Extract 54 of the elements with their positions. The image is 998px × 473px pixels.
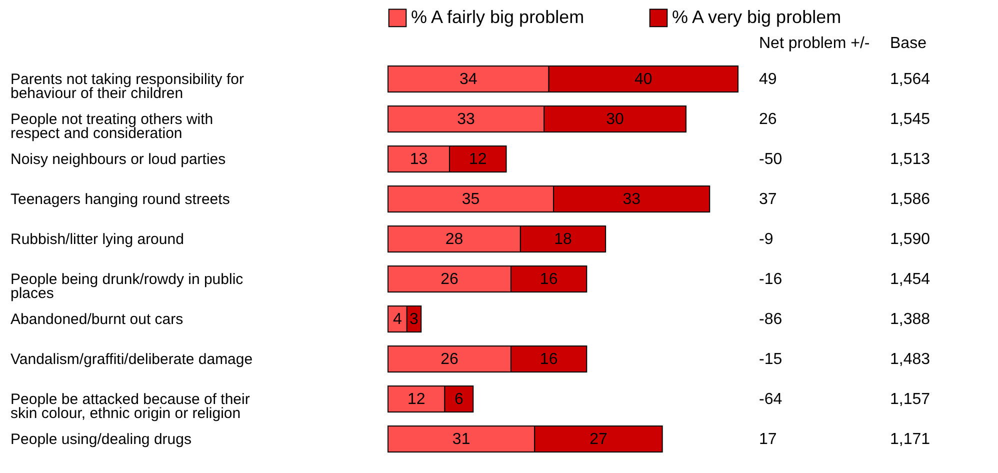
text: -9 xyxy=(759,231,774,248)
text: Base xyxy=(890,35,927,52)
data-label: 35 xyxy=(462,191,480,208)
data-label: 31 xyxy=(452,431,470,448)
y-tick-label: People being drunk/rowdy in public places xyxy=(10,271,244,302)
text: 1,171 xyxy=(890,431,930,448)
data-label: 28 xyxy=(445,231,464,248)
text: 1,454 xyxy=(890,271,930,288)
text: -16 xyxy=(759,271,782,288)
data-label: 3 xyxy=(410,311,419,328)
text: 49 xyxy=(759,71,777,88)
data-label: 33 xyxy=(622,191,641,208)
data-label: 4 xyxy=(393,311,402,328)
text: -50 xyxy=(759,151,782,168)
y-tick-label: Parents not taking responsibility for behaviour of their children xyxy=(10,71,244,102)
data-label: 18 xyxy=(554,231,572,248)
text: 37 xyxy=(759,191,777,208)
data-label: 16 xyxy=(540,351,558,368)
text: Net problem +/- xyxy=(759,35,870,52)
text: 1,513 xyxy=(890,151,930,168)
data-label: 27 xyxy=(590,431,608,448)
text: -64 xyxy=(759,391,782,408)
text: -86 xyxy=(759,311,782,328)
data-label: 30 xyxy=(606,111,624,128)
legend-label: % A very big problem xyxy=(672,6,842,27)
data-label: 26 xyxy=(440,271,458,288)
legend-label: % A fairly big problem xyxy=(411,6,584,27)
text: 1,564 xyxy=(890,71,930,88)
data-label: 26 xyxy=(440,351,458,368)
data-label: 12 xyxy=(468,151,487,168)
data-label: 34 xyxy=(460,71,478,88)
y-tick-label: Rubbish/litter lying around xyxy=(10,231,184,248)
text: 1,590 xyxy=(890,231,930,248)
y-tick-label: People not treating others with respect and consideration xyxy=(10,111,214,142)
text: 1,388 xyxy=(890,311,930,328)
data-label: 33 xyxy=(457,111,476,128)
y-tick-label: People using/dealing drugs xyxy=(10,431,192,448)
text: -15 xyxy=(759,351,782,368)
text: 1,545 xyxy=(890,111,930,128)
text: 1,483 xyxy=(890,351,930,368)
text: 1,157 xyxy=(890,391,930,408)
text: 1,586 xyxy=(890,191,930,208)
text: 17 xyxy=(759,431,777,448)
data-label: 16 xyxy=(540,271,558,288)
data-label: 12 xyxy=(407,391,426,408)
data-label: 13 xyxy=(410,151,428,168)
y-tick-label: Vandalism/graffiti/deliberate damage xyxy=(10,351,253,368)
y-tick-label: Noisy neighbours or loud parties xyxy=(10,151,226,168)
y-tick-label: Teenagers hanging round streets xyxy=(10,191,230,208)
y-tick-label: People be attacked because of their skin colour, ethnic origin or religion xyxy=(10,391,250,422)
text: 26 xyxy=(759,111,777,128)
data-label: 6 xyxy=(454,391,464,408)
y-tick-label: Abandoned/burnt out cars xyxy=(10,311,184,328)
data-label: 40 xyxy=(634,71,652,88)
